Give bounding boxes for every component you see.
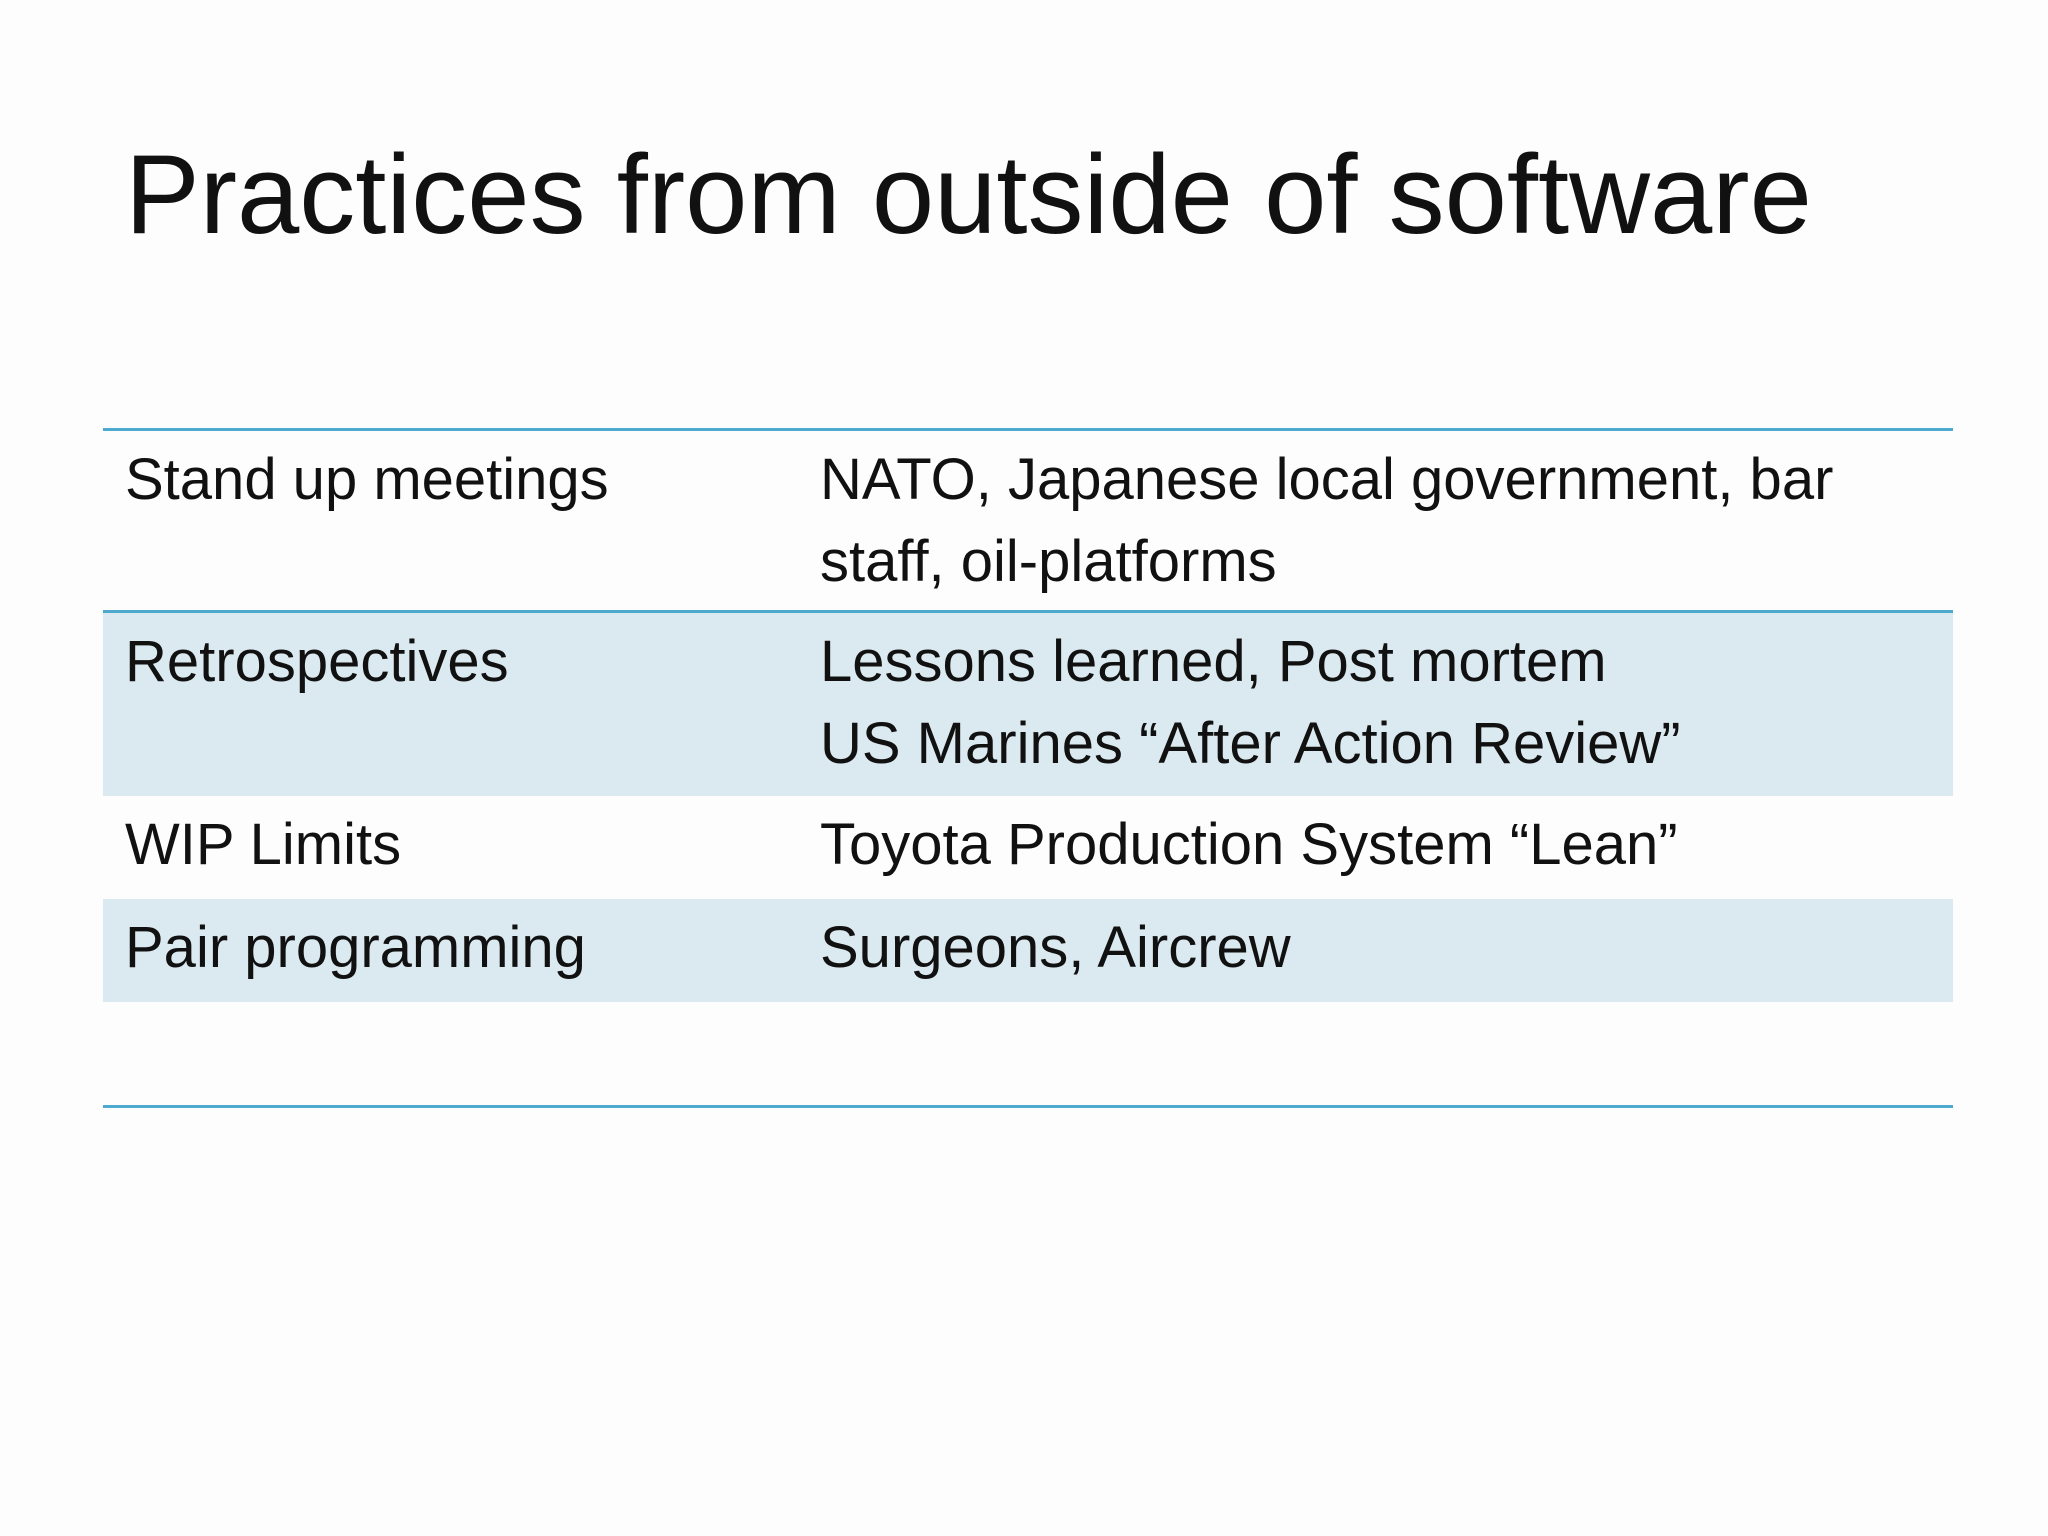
practice-label: Retrospectives — [125, 629, 509, 694]
origin-line: NATO, Japanese local government, bar — [820, 447, 1834, 512]
origin-line: staff, oil-platforms — [820, 529, 1277, 594]
practice-label: Stand up meetings — [125, 447, 609, 512]
origin-cell: Lessons learned, Post mortem US Marines … — [793, 613, 1953, 796]
practices-table: Stand up meetings NATO, Japanese local g… — [103, 428, 1953, 1108]
table-row: Retrospectives Lessons learned, Post mor… — [103, 613, 1953, 796]
origin-line: Toyota Production System “Lean” — [820, 812, 1678, 877]
origin-line: Lessons learned, Post mortem — [820, 629, 1607, 694]
practice-cell: Stand up meetings — [103, 431, 793, 610]
table-row: Pair programming Surgeons, Aircrew — [103, 899, 1953, 1002]
practice-cell: Retrospectives — [103, 613, 793, 796]
practice-cell: Pair programming — [103, 899, 793, 1002]
table-row: Stand up meetings NATO, Japanese local g… — [103, 431, 1953, 613]
table-row: WIP Limits Toyota Production System “Lea… — [103, 796, 1953, 899]
slide-title: Practices from outside of software — [125, 132, 1812, 257]
origin-line: US Marines “After Action Review” — [820, 711, 1681, 776]
practice-label: Pair programming — [125, 915, 586, 980]
origin-line: Surgeons, Aircrew — [820, 915, 1291, 980]
practice-label: WIP Limits — [125, 812, 402, 877]
practice-cell: WIP Limits — [103, 796, 793, 899]
origin-cell: Toyota Production System “Lean” — [793, 796, 1953, 899]
origin-cell: Surgeons, Aircrew — [793, 899, 1953, 1002]
origin-cell: NATO, Japanese local government, bar sta… — [793, 431, 1953, 610]
